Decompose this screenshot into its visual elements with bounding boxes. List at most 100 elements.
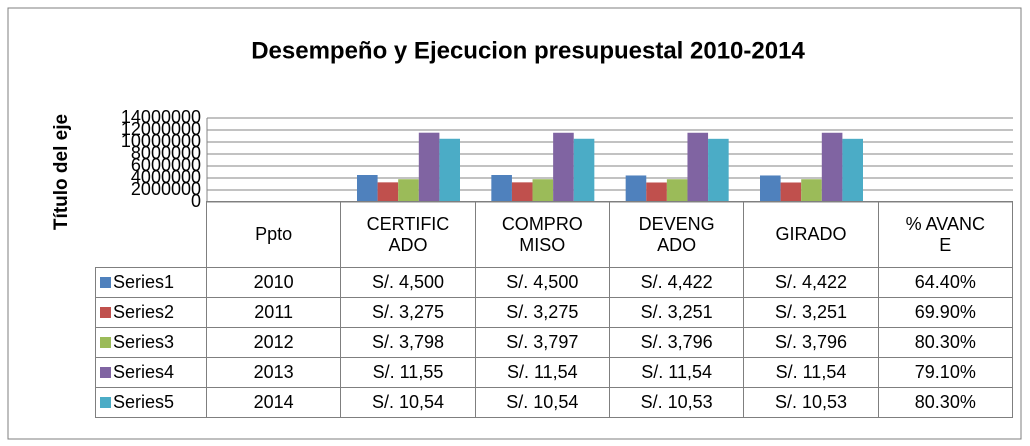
- y-tick-label: 4000000: [131, 167, 201, 187]
- table-value-cell: 2011: [206, 297, 342, 328]
- data-label: S/. 3,251: [774, 302, 848, 322]
- legend-cell: Series2: [95, 297, 207, 328]
- table-value-cell: S/. 11,54: [474, 357, 610, 388]
- data-label: S/. 4,422: [774, 272, 848, 292]
- table-value-cell: S/. 11,54: [609, 357, 745, 388]
- bar: [553, 132, 574, 202]
- bar: [511, 182, 533, 202]
- bar: [418, 132, 440, 202]
- y-tick-label: 14000000: [121, 107, 201, 127]
- table-value-cell: S/. 10,54: [474, 387, 610, 418]
- legend-label: Series4: [113, 362, 175, 382]
- bar: [625, 175, 647, 202]
- legend-cell: Series5: [95, 387, 207, 418]
- table-value-cell: S/. 3,797: [474, 327, 610, 358]
- table-header-cell: CERTIFICADO: [340, 201, 476, 268]
- chart-title: Desempeño y Ejecucion presupuestal 2010-…: [251, 37, 805, 64]
- data-label: S/. 3,797: [506, 332, 579, 352]
- data-label: 80.30%: [914, 392, 976, 412]
- data-label: 2010: [253, 272, 294, 292]
- table-value-cell: 80.30%: [877, 327, 1013, 358]
- data-label: S/. 4,422: [640, 272, 713, 292]
- data-label: S/. 3,798: [371, 332, 445, 352]
- table-value-cell: S/. 4,422: [743, 267, 879, 298]
- table-value-cell: 2013: [206, 357, 342, 388]
- data-label: S/. 11,54: [641, 362, 713, 382]
- bar: [687, 132, 709, 202]
- legend-cell: Series1: [95, 267, 207, 298]
- table-value-cell: 2014: [206, 387, 342, 418]
- data-label: S/. 3,251: [640, 302, 713, 322]
- data-label: 79.10%: [914, 362, 976, 382]
- data-label: 80.30%: [914, 332, 976, 352]
- table-value-cell: S/. 10,53: [609, 387, 745, 418]
- bar: [398, 179, 419, 202]
- legend-swatch: [100, 307, 111, 318]
- table-value-cell: S/. 3,798: [340, 327, 476, 358]
- table-value-cell: S/. 4,500: [340, 267, 476, 298]
- data-label: S/. 3,275: [506, 302, 579, 322]
- y-tick-label: 10000000: [121, 131, 201, 151]
- legend-label: Series5: [113, 392, 175, 412]
- y-tick-label: 2000000: [131, 179, 201, 199]
- category-label: GIRADO: [775, 224, 847, 244]
- table-header-cell: Ppto: [206, 201, 342, 268]
- legend-swatch: [100, 277, 111, 288]
- table-header-cell: % AVANCE: [877, 201, 1013, 268]
- bar: [821, 132, 843, 202]
- legend-swatch: [100, 337, 111, 348]
- table-value-cell: 79.10%: [877, 357, 1013, 388]
- legend-swatch: [100, 367, 111, 378]
- table-value-cell: S/. 4,500: [474, 267, 610, 298]
- table-value-cell: S/. 3,796: [609, 327, 745, 358]
- y-tick-label: 6000000: [131, 155, 201, 175]
- table-value-cell: S/. 10,53: [743, 387, 879, 418]
- bar: [708, 138, 729, 202]
- bar: [439, 138, 460, 202]
- bar: [646, 182, 667, 202]
- data-label: 2012: [253, 332, 294, 352]
- table-header-cell: GIRADO: [743, 201, 879, 268]
- bar: [780, 182, 802, 202]
- data-label: S/. 3,796: [774, 332, 848, 352]
- y-tick-label: 0: [191, 191, 201, 211]
- table-header-cell: COMPROMISO: [474, 201, 610, 268]
- legend-label: Series2: [113, 302, 175, 322]
- table-value-cell: S/. 3,275: [474, 297, 610, 328]
- category-label: DEVENGADO: [638, 213, 715, 255]
- y-axis-title: Título del eje: [51, 114, 72, 230]
- table-value-cell: S/. 10,54: [340, 387, 476, 418]
- bar: [377, 182, 399, 202]
- data-label: 69.90%: [914, 302, 976, 322]
- bar: [842, 138, 863, 202]
- table-value-cell: 2012: [206, 327, 342, 358]
- data-label: S/. 4,500: [371, 272, 445, 292]
- data-label: S/. 4,500: [506, 272, 579, 292]
- category-label: % AVANCE: [905, 213, 985, 255]
- legend-label: Series3: [113, 332, 175, 352]
- data-label: S/. 11,54: [506, 362, 578, 382]
- table-value-cell: S/. 3,796: [743, 327, 879, 358]
- data-label: S/. 10,54: [506, 392, 579, 412]
- data-label: S/. 3,796: [640, 332, 713, 352]
- bar: [801, 179, 822, 202]
- data-label: S/. 10,53: [640, 392, 713, 412]
- data-label: S/. 3,275: [371, 302, 445, 322]
- table-header-cell: DEVENGADO: [609, 201, 745, 268]
- bar: [666, 179, 688, 202]
- category-label: COMPROMISO: [501, 213, 583, 255]
- category-label: Ppto: [255, 224, 293, 244]
- bar: [760, 175, 781, 202]
- legend-label: Series1: [113, 272, 175, 292]
- y-tick-label: 8000000: [131, 143, 201, 163]
- legend-cell: Series4: [95, 357, 207, 388]
- data-label: 2014: [253, 392, 294, 412]
- bar: [532, 179, 554, 202]
- table-value-cell: S/. 4,422: [609, 267, 745, 298]
- data-label: 64.40%: [914, 272, 976, 292]
- bar: [357, 175, 378, 202]
- data-label: S/. 11,54: [775, 362, 847, 382]
- table-value-cell: 80.30%: [877, 387, 1013, 418]
